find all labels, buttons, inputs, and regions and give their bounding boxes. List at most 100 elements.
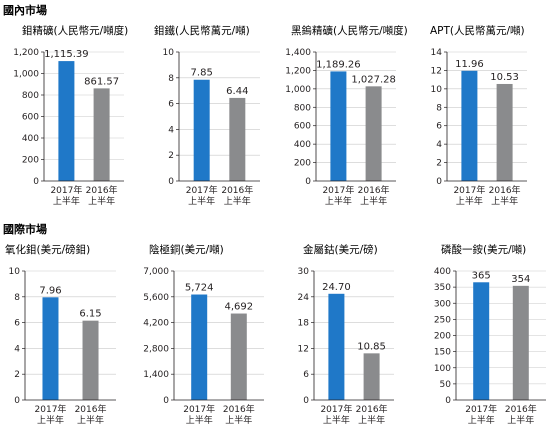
category-label: 2017年 [50, 184, 82, 196]
y-tick-label: 10 [163, 48, 175, 58]
bar [473, 282, 490, 400]
y-tick-label: 24 [298, 293, 310, 303]
category-label: 上半年 [456, 195, 483, 207]
category-label: 上半年 [186, 414, 213, 426]
chart-title: 磷酸一銨(美元/噸) [441, 243, 526, 256]
bar [230, 313, 247, 400]
y-tick-label: 4 [14, 344, 20, 354]
y-tick-label: 4,200 [143, 319, 169, 329]
data-label: 861.57 [84, 76, 119, 87]
section-title-domestic: 國內市場 [3, 3, 47, 17]
bar [363, 353, 380, 400]
category-label: 上半年 [325, 195, 352, 207]
chart-title: 氧化鉬(美元/磅鉬) [5, 243, 90, 256]
y-tick-label: 2 [14, 370, 20, 380]
category-label: 上半年 [224, 195, 251, 207]
y-tick-label: 1,000 [285, 85, 311, 95]
y-tick-label: 400 [294, 140, 311, 150]
y-tick-label: 0 [303, 396, 309, 406]
y-tick-label: 30 [298, 267, 310, 277]
category-label: 2017年 [453, 184, 485, 196]
bar [191, 294, 208, 400]
category-label: 2016年 [489, 184, 521, 196]
data-label: 1,027.28 [351, 74, 396, 85]
y-tick-label: 5,600 [143, 293, 169, 303]
y-tick-label: 8 [168, 74, 174, 84]
data-label: 1,115.39 [44, 49, 89, 60]
chart-title: 鉬精礦(人民幣元/噸度) [22, 24, 128, 37]
data-label: 354 [511, 274, 530, 285]
y-tick-label: 6 [168, 100, 174, 110]
y-tick-label: 8 [14, 293, 20, 303]
category-label: 上半年 [88, 195, 115, 207]
category-label: 2016年 [356, 403, 388, 415]
bar-chart-1: 鉬精礦(人民幣元/噸度) 0 200 400 600 800 1,000 1,200 1,115… [13, 24, 128, 207]
y-tick-label: 350 [434, 283, 451, 293]
y-tick-label: 6 [14, 319, 20, 329]
bar [93, 88, 110, 181]
y-tick-label: 1,200 [285, 66, 311, 76]
bar [512, 285, 529, 400]
bar-chart-8: 磷酸一銨(美元/噸) 0 50 100 150 200 250 300 350 400 365 201… [434, 243, 546, 426]
category-label: 上半年 [53, 195, 80, 207]
chart-title: 黑鎢精礦(人民幣元/噸度) [291, 24, 408, 37]
y-tick-label: 150 [434, 348, 451, 358]
category-label: 2017年 [186, 184, 218, 196]
bar [229, 97, 246, 181]
category-label: 上半年 [77, 414, 104, 426]
y-tick-label: 12 [431, 66, 442, 76]
data-label: 7.96 [39, 285, 61, 296]
y-tick-label: 18 [298, 319, 310, 329]
y-tick-label: 1,400 [143, 370, 169, 380]
y-tick-label: 800 [294, 103, 311, 113]
data-label: 24.70 [322, 282, 351, 293]
bar [42, 297, 59, 400]
category-label: 2016年 [75, 403, 107, 415]
bar-chart-3: 黑鎢精礦(人民幣元/噸度) 0 200 400 600 800 1,000 1,200 1,40… [285, 24, 408, 207]
category-label: 2017年 [35, 403, 67, 415]
category-label: 2016年 [505, 403, 537, 415]
y-tick-label: 2,800 [143, 344, 169, 354]
data-label: 10.85 [357, 341, 386, 352]
y-tick-label: 0 [14, 396, 20, 406]
y-tick-label: 1,000 [13, 70, 39, 80]
data-label: 10.53 [490, 72, 519, 83]
y-tick-label: 50 [440, 380, 452, 390]
y-tick-label: 7,000 [143, 267, 169, 277]
category-label: 2016年 [223, 403, 255, 415]
category-label: 上半年 [468, 414, 495, 426]
y-tick-label: 2 [436, 159, 442, 169]
data-label: 11.96 [455, 59, 484, 70]
y-tick-label: 6 [436, 122, 442, 132]
y-tick-label: 0 [305, 177, 311, 187]
category-label: 2016年 [358, 184, 390, 196]
chart-title: APT(人民幣萬元/噸) [430, 24, 525, 37]
data-label: 5,724 [185, 283, 214, 294]
y-tick-label: 8 [436, 103, 442, 113]
y-tick-label: 0 [445, 396, 451, 406]
bar [58, 61, 75, 181]
data-label: 365 [472, 270, 491, 281]
bar-chart-6: 陰極銅(美元/噸) 0 1,400 2,800 4,200 5,600 7,000 5,724… [143, 243, 264, 426]
y-tick-label: 0 [168, 177, 174, 187]
bar [461, 70, 478, 181]
y-tick-label: 1,200 [13, 48, 39, 58]
y-tick-label: 400 [434, 267, 451, 277]
chart-title: 金屬鈷(美元/磅) [303, 243, 378, 256]
y-tick-label: 600 [294, 122, 311, 132]
category-label: 2017年 [322, 184, 354, 196]
y-tick-label: 6 [303, 370, 309, 380]
data-label: 4,692 [224, 302, 253, 313]
data-label: 7.85 [191, 68, 213, 79]
data-label: 6.15 [79, 309, 101, 320]
bar [193, 79, 210, 181]
y-tick-label: 200 [294, 159, 311, 169]
category-label: 上半年 [37, 414, 64, 426]
y-tick-label: 2 [168, 151, 174, 161]
bar [496, 83, 513, 181]
y-tick-label: 4 [168, 125, 174, 135]
